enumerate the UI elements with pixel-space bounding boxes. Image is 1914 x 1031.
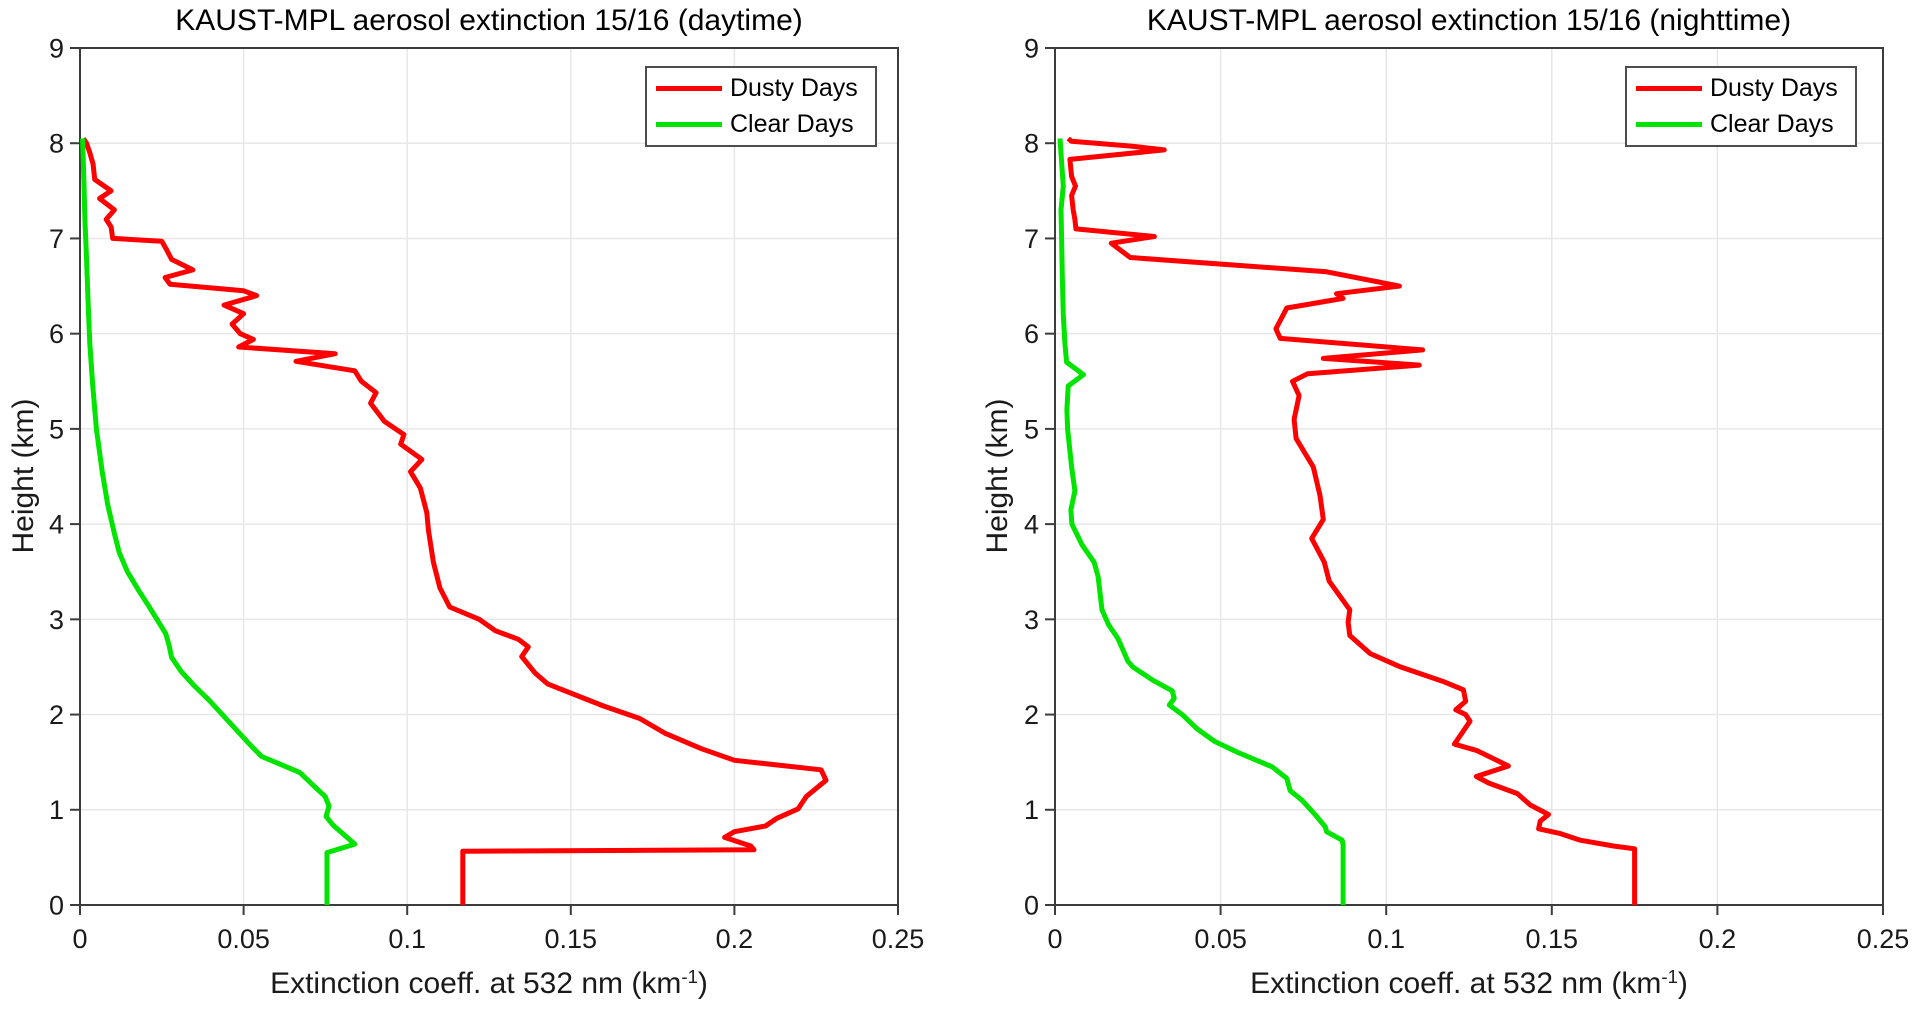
y-tick-label: 3 [1024,605,1039,635]
legend-nighttime: Dusty Days Clear Days [1625,66,1857,147]
dusty-line-swatch [656,86,722,91]
legend-label-clear: Clear Days [1710,110,1834,138]
series-line-clear-days [80,138,358,905]
y-tick-label: 8 [49,129,64,159]
x-axis-label-suffix: ) [697,967,708,1001]
x-tick-label: 0.2 [716,924,754,954]
y-tick-label: 6 [49,319,64,349]
x-tick-label: 0.15 [1526,924,1579,954]
x-tick-label: 0 [72,924,87,954]
clear-line-swatch [656,122,722,127]
legend-label-dusty: Dusty Days [1710,74,1838,102]
clear-line-swatch [1636,122,1702,127]
y-tick-label: 4 [49,510,64,540]
y-tick-label: 7 [1024,224,1039,254]
y-tick-label: 4 [1024,510,1039,540]
legend-entry-clear: Clear Days [647,110,875,138]
y-tick-label: 5 [1024,414,1039,444]
x-tick-label: 0.15 [545,924,598,954]
x-tick-label: 0.1 [1367,924,1405,954]
y-tick-label: 6 [1024,319,1039,349]
x-axis-label-daytime: Extinction coeff. at 532 nm (km-1) [80,966,898,1010]
x-tick-label: 0.05 [1194,924,1247,954]
chart-title-nighttime: KAUST-MPL aerosol extinction 15/16 (nigh… [1146,4,1792,37]
legend-label-dusty: Dusty Days [730,74,858,102]
x-tick-label: 0 [1047,924,1062,954]
y-tick-label: 1 [49,795,64,825]
y-tick-label: 2 [49,700,64,730]
axes-box [79,47,899,906]
y-tick-label: 9 [1024,33,1039,63]
y-tick-label: 5 [49,414,64,444]
y-axis-label-daytime: Height (km) [7,398,40,554]
x-axis-label-text: Extinction coeff. at 532 nm (km [270,967,682,1001]
series-line-clear-days [1057,138,1346,905]
y-axis-label-nighttime: Height (km) [981,398,1014,554]
x-tick-label: 0.05 [217,924,270,954]
x-axis-label-superscript: -1 [1661,966,1678,987]
dusty-line-swatch [1636,86,1702,91]
series-line-dusty-days [81,137,829,905]
y-tick-label: 2 [1024,700,1039,730]
legend-label-clear: Clear Days [730,110,854,138]
legend-entry-clear: Clear Days [1627,110,1855,138]
y-tick-label: 0 [49,890,64,920]
x-tick-label: 0.1 [388,924,426,954]
y-tick-label: 3 [49,605,64,635]
y-tick-label: 7 [49,224,64,254]
legend-entry-dusty: Dusty Days [1627,74,1855,102]
y-tick-label: 1 [1024,795,1039,825]
legend-entry-dusty: Dusty Days [647,74,875,102]
y-tick-label: 0 [1024,890,1039,920]
y-tick-label: 9 [49,33,64,63]
x-axis-label-suffix: ) [1677,967,1688,1001]
x-tick-label: 0.2 [1699,924,1737,954]
axes-box [1054,47,1884,906]
x-axis-label-superscript: -1 [681,966,698,987]
legend-daytime: Dusty Days Clear Days [645,66,877,147]
x-axis-label-text: Extinction coeff. at 532 nm (km [1250,967,1662,1001]
chart-title-daytime: KAUST-MPL aerosol extinction 15/16 (dayt… [175,4,803,37]
y-tick-label: 8 [1024,129,1039,159]
x-axis-label-nighttime: Extinction coeff. at 532 nm (km-1) [1055,966,1883,1010]
series-line-dusty-days [1066,136,1638,905]
x-tick-label: 0.25 [1857,924,1910,954]
x-tick-label: 0.25 [872,924,925,954]
